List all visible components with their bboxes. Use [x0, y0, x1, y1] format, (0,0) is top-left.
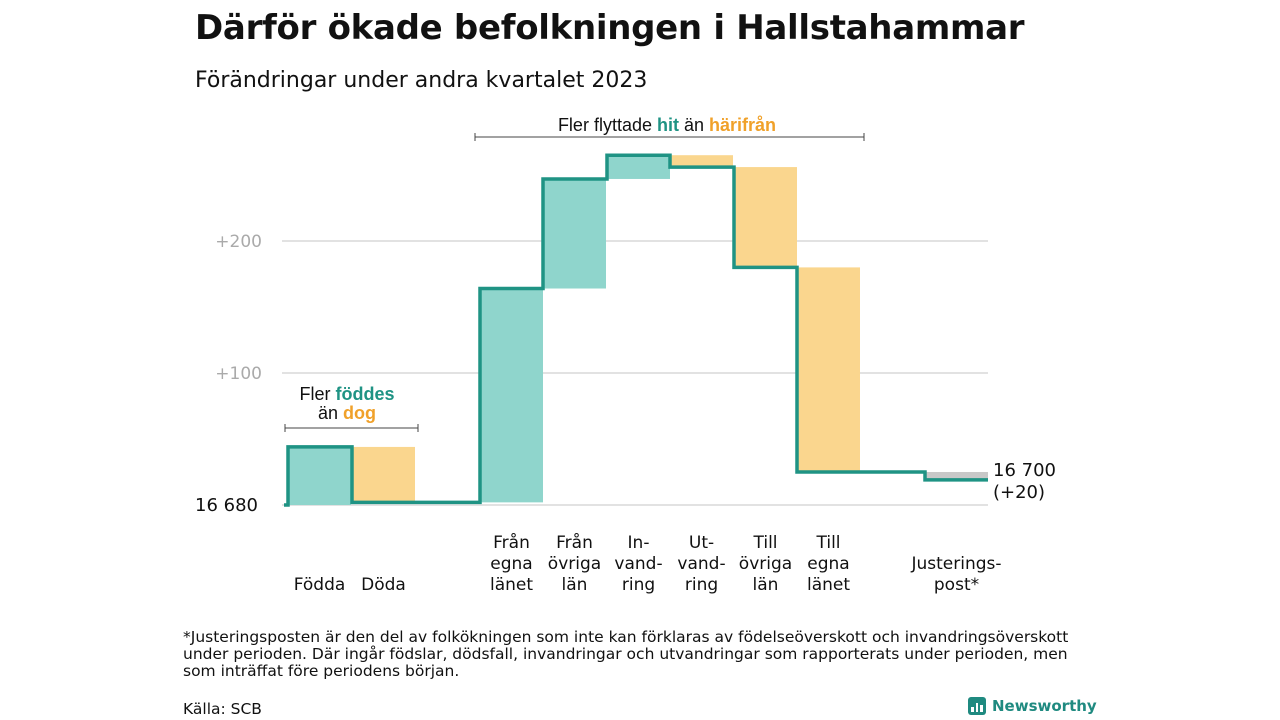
category-label: Till — [815, 533, 840, 553]
category-label: övriga — [739, 554, 792, 574]
category-label: län — [562, 575, 588, 595]
bar-justeringspost — [925, 472, 988, 480]
category-label: Döda — [361, 575, 406, 595]
bar-invandring — [607, 155, 670, 179]
bar-fran-egna-lanet — [480, 288, 543, 503]
brand-logo: Newsworthy — [968, 697, 1097, 715]
births-annotation-line1: Fler föddes — [299, 384, 394, 404]
bar-chart-icon — [968, 697, 986, 715]
page-title: Därför ökade befolkningen i Hallstahamma… — [195, 8, 1025, 48]
running-total-line — [284, 153, 988, 507]
births-annotation-line2: än dog — [318, 403, 376, 423]
category-label: Till — [752, 533, 777, 553]
category-label: Från — [556, 532, 593, 553]
y-tick-label: +200 — [215, 232, 262, 252]
category-label: länet — [807, 575, 850, 595]
category-label: övriga — [548, 554, 601, 574]
bar-fodda — [288, 446, 351, 505]
category-label: vand- — [614, 554, 662, 574]
category-label: länet — [490, 575, 533, 595]
migration-bracket — [474, 133, 865, 141]
start-value-label: 16 680 — [195, 495, 258, 516]
category-label: vand- — [677, 554, 725, 574]
source-label: Källa: SCB — [183, 700, 262, 718]
y-tick-label: +100 — [215, 364, 262, 384]
category-label: post* — [934, 575, 979, 595]
bar-till-egna-lanet — [797, 267, 860, 472]
category-label: ring — [685, 575, 718, 595]
category-label: Ut- — [689, 533, 714, 553]
bar-fran-ovriga-lan — [543, 178, 606, 289]
category-label: län — [753, 575, 779, 595]
bar-utvandring — [670, 155, 733, 168]
page-subtitle: Förändringar under andra kvartalet 2023 — [195, 68, 648, 93]
bar-till-ovriga-lan — [734, 167, 797, 268]
category-label: Från — [493, 532, 530, 553]
bar-doda — [352, 446, 415, 503]
category-label: Justerings- — [910, 554, 1001, 574]
category-label: egna — [490, 554, 532, 574]
category-label: egna — [807, 554, 849, 574]
end-value-label: 16 700 — [993, 460, 1056, 481]
end-change-label: (+20) — [993, 482, 1045, 503]
footnote: *Justeringsposten är den del av folkökni… — [183, 628, 1069, 680]
births-bracket — [284, 424, 419, 432]
brand-name: Newsworthy — [992, 697, 1097, 715]
category-label: ring — [622, 575, 655, 595]
migration-annotation: Fler flyttade hit än härifrån — [558, 115, 776, 135]
category-label: Födda — [294, 575, 346, 595]
category-label: In- — [628, 533, 650, 553]
